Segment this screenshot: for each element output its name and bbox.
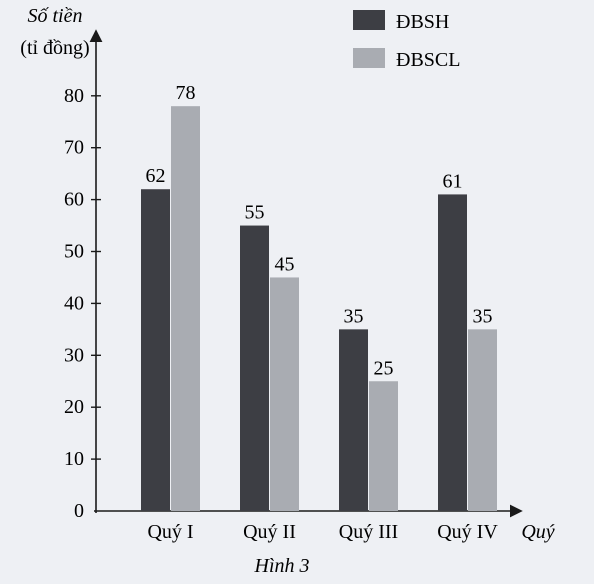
y-tick-label: 20 xyxy=(64,396,84,418)
bar-dbsh-q3 xyxy=(339,329,368,511)
y-tick-label: 10 xyxy=(64,448,84,470)
x-tick-label: Quý II xyxy=(243,521,296,543)
bar-dbscl-q1 xyxy=(171,106,200,512)
bar-dbscl-q3 xyxy=(369,381,398,511)
data-label: 61 xyxy=(443,170,463,192)
figure-caption: Hình 3 xyxy=(254,555,310,577)
bar-dbsh-q2 xyxy=(240,225,269,512)
bar-dbsh-q1 xyxy=(141,189,170,511)
legend-label: ĐBSCL xyxy=(396,49,460,71)
data-label: 45 xyxy=(275,253,295,275)
x-axis-title: Quý xyxy=(521,521,554,543)
x-tick-label: Quý IV xyxy=(437,521,498,543)
y-tick-label: 70 xyxy=(64,137,84,159)
y-tick-label: 30 xyxy=(64,344,84,366)
data-label: 55 xyxy=(245,202,265,224)
data-label: 62 xyxy=(146,165,166,187)
y-tick-label: 0 xyxy=(74,500,84,522)
legend-label: ĐBSH xyxy=(396,11,449,33)
data-label: 25 xyxy=(374,357,394,379)
data-label: 35 xyxy=(344,305,364,327)
legend-swatch xyxy=(353,48,385,68)
y-axis-title: Số tiền xyxy=(28,5,83,27)
y-tick-label: 50 xyxy=(64,241,84,263)
bar-dbscl-q4 xyxy=(468,329,497,511)
legend-swatch xyxy=(353,10,385,30)
y-tick-label: 60 xyxy=(64,189,84,211)
data-label: 35 xyxy=(473,305,493,327)
data-label: 78 xyxy=(176,82,196,104)
y-tick-label: 80 xyxy=(64,85,84,107)
y-axis-unit: (tỉ đồng) xyxy=(20,37,89,59)
y-tick-label: 40 xyxy=(64,292,84,314)
bar-dbscl-q2 xyxy=(270,277,299,511)
x-tick-label: Quý III xyxy=(339,521,398,543)
bar-dbsh-q4 xyxy=(438,194,467,511)
x-tick-label: Quý I xyxy=(147,521,193,543)
